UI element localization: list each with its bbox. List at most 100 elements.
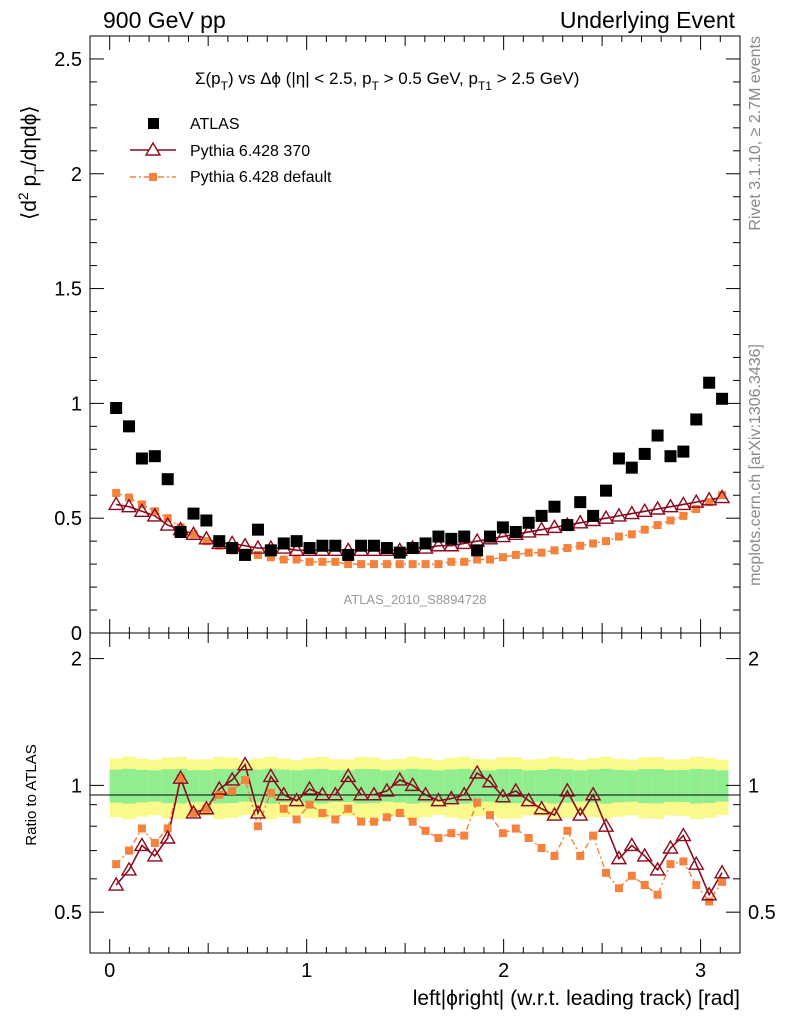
main-y-axis: 0.5 1 1.5 2 2.5: [54, 35, 740, 634]
pythia-370-point: [623, 505, 641, 520]
pythia-370-point: [430, 537, 447, 552]
band-stat: [548, 768, 561, 804]
legend-label-370: Pythia 6.428 370: [190, 143, 310, 160]
band-stat: [625, 770, 639, 802]
pythia-370-point: [198, 530, 215, 545]
ratio-pythia-default-point: [589, 831, 598, 840]
ratio-y-tick-label-right: 1: [748, 775, 759, 797]
ratio-pythia-370-point: [443, 790, 460, 805]
ratio-pythia-default-point: [460, 831, 469, 840]
mcplots-label: mcplots.cern.ch [arXiv:1306.3436]: [747, 344, 764, 586]
pythia-default-point: [112, 488, 121, 497]
ratio-pythia-370-point: [597, 817, 615, 832]
ratio-pythia-370-point: [391, 771, 408, 786]
ratio-pythia-370-point: [533, 800, 550, 815]
ratio-pythia-370-point: [339, 768, 357, 783]
x-tick-label: 1: [301, 960, 312, 982]
band-stat: [689, 768, 703, 804]
atlas-point: [638, 447, 651, 460]
ratio-pythia-370-point: [559, 782, 576, 797]
atlas-point: [226, 542, 239, 555]
pythia-default-point: [576, 541, 585, 550]
ratio-pythia-370-point: [417, 786, 434, 801]
band-stat: [303, 769, 316, 803]
ratio-pythia-370-point: [314, 786, 331, 801]
ratio-pythia-370-point: [662, 839, 679, 854]
ratio-pythia-default-point: [473, 798, 482, 807]
ratio-pythia-default-point: [705, 897, 714, 906]
pythia-default-point: [511, 550, 520, 559]
pythia-default-point: [666, 516, 675, 525]
pythia-370-point: [494, 528, 512, 543]
atlas-point: [535, 509, 548, 522]
atlas-point: [677, 445, 690, 458]
ratio-pythia-370-point: [675, 827, 692, 842]
atlas-point: [355, 539, 368, 552]
atlas-point: [432, 530, 445, 543]
pythia-default-point: [369, 560, 378, 569]
x-axis-label: left|ϕright| (w.r.t. leading track) [rad…: [413, 987, 740, 1010]
pythia-default-point: [357, 560, 366, 569]
ratio-pythia-default-point: [447, 829, 456, 838]
pythia-370-point: [249, 539, 267, 554]
ratio-pythia-default-point: [486, 811, 495, 820]
ratio-pythia-default-point: [292, 815, 301, 824]
ratio-pythia-370-point: [456, 786, 473, 801]
band-stat: [199, 770, 213, 803]
ratio-y-tick-label: 0.5: [54, 902, 82, 924]
pythia-default-point: [266, 553, 275, 562]
x-tick-label: 0: [104, 960, 115, 982]
ratio-pythia-default-point: [602, 868, 611, 877]
x-tick-label: 2: [498, 960, 509, 982]
legend-marker-default: [149, 173, 157, 181]
ratio-pythia-default-point: [666, 860, 675, 869]
ratio-pythia-370-point: [572, 806, 589, 821]
ratio-pythia-370-point: [468, 764, 486, 779]
ratio-pythia-default-point: [679, 857, 688, 866]
pythia-default-point: [202, 537, 211, 546]
atlas-point: [496, 521, 509, 534]
pythia-370-point: [133, 502, 151, 518]
atlas-point: [587, 509, 600, 522]
atlas-point: [600, 484, 613, 497]
band-stat: [483, 770, 497, 802]
pythia-default-point: [640, 525, 649, 534]
atlas-point: [484, 530, 497, 543]
ratio-pythia-default-point: [369, 817, 378, 826]
pythia-370-point: [649, 500, 666, 515]
pythia-default-point: [473, 555, 482, 564]
ratio-pythia-370-point: [198, 800, 215, 815]
band-stat: [419, 769, 432, 803]
ratio-pythia-default-point: [318, 808, 327, 817]
ratio-pythia-default-point: [563, 826, 572, 835]
band-stat: [522, 770, 536, 802]
ratio-pythia-default-point: [408, 817, 417, 826]
ratio-pythia-370-point: [288, 792, 305, 807]
atlas-point: [561, 519, 574, 532]
atlas-point: [110, 401, 123, 414]
ratio-pythia-370-point: [507, 782, 525, 797]
ratio-pythia-370-point: [262, 768, 280, 783]
ratio-pythia-370-point: [636, 847, 653, 862]
pythia-370-point: [675, 496, 692, 511]
ratio-pythia-default-point: [511, 824, 520, 833]
ratio-pythia-default-point: [253, 822, 262, 831]
ratio-pythia-370-point: [159, 829, 176, 844]
atlas-point: [174, 525, 187, 538]
ratio-pythia-370-point: [546, 806, 563, 821]
atlas-point: [625, 461, 638, 474]
pythia-default-point: [434, 560, 443, 569]
atlas-point: [161, 473, 174, 486]
ratio-pythia-370-point: [352, 786, 370, 801]
atlas-point: [419, 537, 432, 550]
atlas-point: [522, 516, 535, 529]
band-stat: [444, 769, 458, 803]
pythia-370-point: [610, 507, 628, 522]
pythia-default-point: [331, 557, 340, 566]
main-series: [107, 376, 731, 569]
atlas-point: [716, 392, 729, 405]
pythia-default-point: [524, 548, 533, 557]
band-stat: [573, 770, 587, 802]
main-title: Σ(pT) vs Δϕ (|η| < 2.5, pT > 0.5 GeV, pT…: [195, 69, 579, 93]
